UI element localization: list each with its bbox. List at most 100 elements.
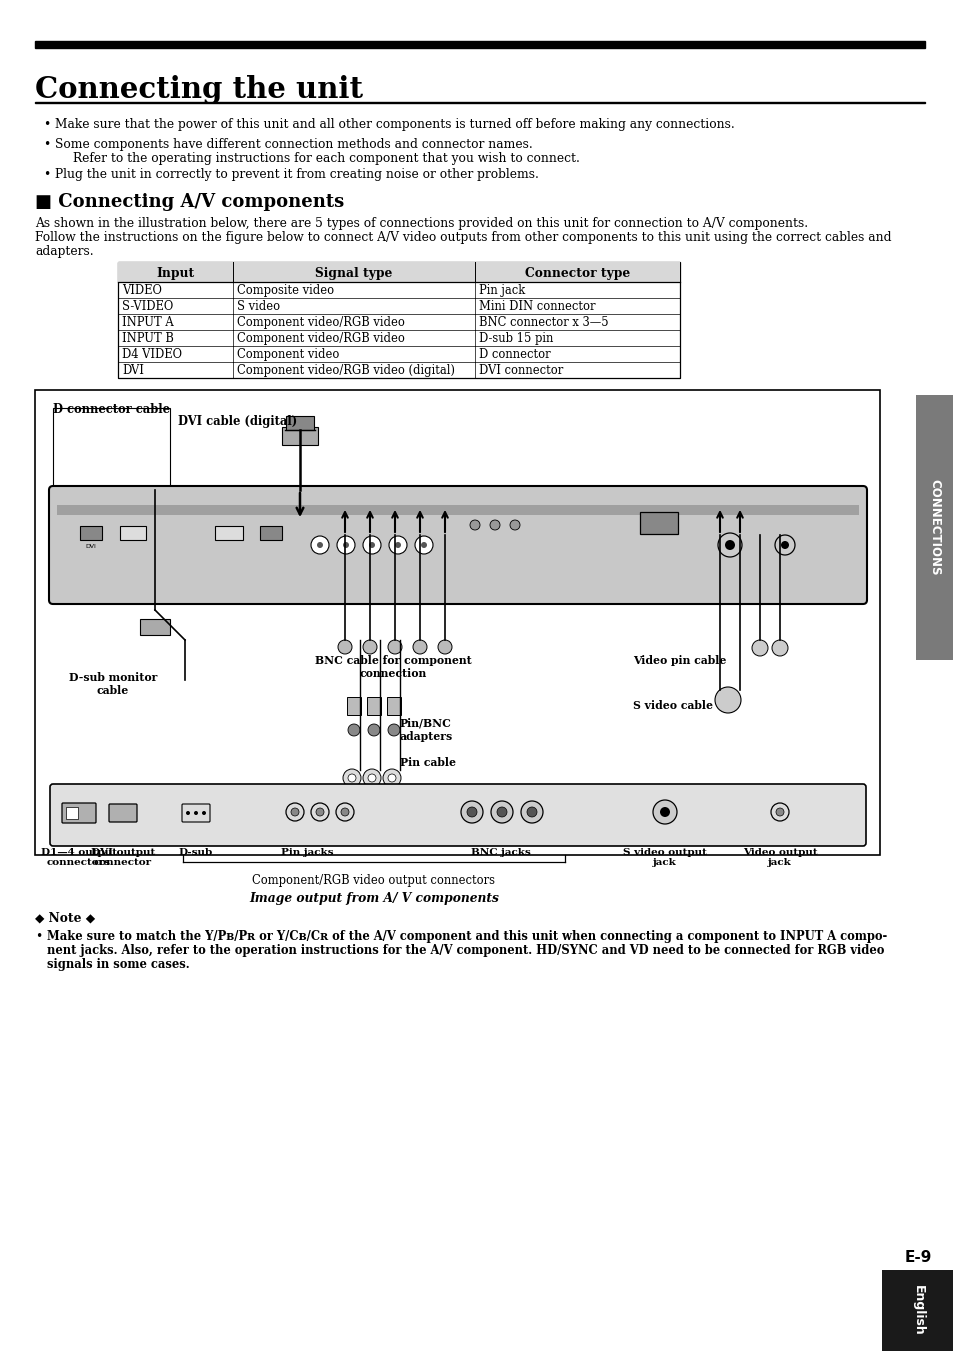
Bar (80, 526, 102, 540)
Text: Connector type: Connector type (524, 266, 630, 280)
Circle shape (714, 688, 740, 713)
Text: Video pin cable: Video pin cable (633, 655, 725, 666)
Text: DVI: DVI (122, 363, 144, 377)
Text: Component video/RGB video: Component video/RGB video (236, 332, 404, 345)
Bar (57, 505, 858, 515)
Text: D-sub monitor
cable: D-sub monitor cable (69, 671, 157, 696)
Text: Component/RGB video output connectors: Component/RGB video output connectors (253, 874, 495, 888)
Bar (66, 807, 78, 819)
Text: signals in some cases.: signals in some cases. (47, 958, 190, 971)
Circle shape (413, 640, 427, 654)
Circle shape (382, 769, 400, 788)
Circle shape (652, 800, 677, 824)
Text: DVI output
connector: DVI output connector (91, 848, 155, 867)
Text: Pin/BNC
adapters: Pin/BNC adapters (399, 717, 453, 742)
Circle shape (389, 536, 407, 554)
Bar (882, 1270, 953, 1351)
Text: ■ Connecting A/V components: ■ Connecting A/V components (35, 193, 344, 211)
Text: CONNECTIONS: CONNECTIONS (927, 480, 941, 576)
Bar (35, 390, 879, 855)
Bar (387, 697, 400, 715)
Text: Make sure that the power of this unit and all other components is turned off bef: Make sure that the power of this unit an… (55, 118, 734, 131)
Circle shape (286, 802, 304, 821)
Text: Mini DIN connector: Mini DIN connector (478, 300, 595, 313)
Circle shape (774, 535, 794, 555)
Text: •: • (43, 168, 51, 181)
Circle shape (659, 807, 669, 817)
Text: Pin jack: Pin jack (478, 284, 525, 297)
Circle shape (340, 808, 349, 816)
Bar (915, 394, 953, 661)
Circle shape (368, 724, 379, 736)
Circle shape (520, 801, 542, 823)
Text: •: • (35, 929, 42, 943)
FancyBboxPatch shape (49, 486, 866, 604)
Circle shape (526, 807, 537, 817)
Circle shape (348, 724, 359, 736)
Text: DVI connector: DVI connector (478, 363, 562, 377)
Circle shape (388, 640, 401, 654)
Text: Video output
jack: Video output jack (741, 848, 817, 867)
Circle shape (337, 640, 352, 654)
Bar (140, 619, 170, 635)
Text: S video cable: S video cable (633, 700, 712, 711)
Circle shape (781, 540, 788, 549)
Circle shape (363, 640, 376, 654)
Text: D-sub: D-sub (178, 848, 213, 857)
Circle shape (437, 640, 452, 654)
Circle shape (395, 542, 400, 549)
Text: Input: Input (156, 266, 194, 280)
Circle shape (311, 536, 329, 554)
Text: S video: S video (236, 300, 280, 313)
Text: nent jacks. Also, refer to the operation instructions for the A/V component. HD/: nent jacks. Also, refer to the operation… (47, 944, 883, 957)
Text: Follow the instructions on the figure below to connect A/V video outputs from ot: Follow the instructions on the figure be… (35, 231, 890, 245)
Text: Image output from A/ V components: Image output from A/ V components (249, 892, 498, 905)
Text: English: English (910, 1285, 923, 1336)
Text: BNC jacks: BNC jacks (471, 848, 530, 857)
Text: D4 VIDEO: D4 VIDEO (122, 349, 182, 361)
Text: Signal type: Signal type (315, 266, 393, 280)
FancyBboxPatch shape (50, 784, 865, 846)
Circle shape (388, 774, 395, 782)
FancyBboxPatch shape (62, 802, 96, 823)
Text: S video output
jack: S video output jack (622, 848, 706, 867)
Text: Connecting the unit: Connecting the unit (35, 76, 363, 104)
Circle shape (363, 769, 380, 788)
Text: Refer to the operating instructions for each component that you wish to connect.: Refer to the operating instructions for … (73, 153, 579, 165)
Text: D1—4 output
connectors: D1—4 output connectors (41, 848, 117, 867)
Circle shape (771, 640, 787, 657)
Bar (120, 526, 146, 540)
Bar (347, 697, 360, 715)
Circle shape (363, 536, 380, 554)
Circle shape (775, 808, 783, 816)
Circle shape (202, 811, 206, 815)
Bar (214, 526, 243, 540)
Circle shape (186, 811, 190, 815)
Circle shape (718, 534, 741, 557)
Text: Some components have different connection methods and connector names.: Some components have different connectio… (55, 138, 532, 151)
Circle shape (335, 802, 354, 821)
Bar (53, 408, 170, 590)
Circle shape (316, 542, 323, 549)
Text: Composite video: Composite video (236, 284, 334, 297)
Circle shape (369, 542, 375, 549)
Text: Pin cable: Pin cable (399, 757, 456, 767)
Circle shape (315, 808, 324, 816)
Text: D connector: D connector (478, 349, 550, 361)
Bar (639, 512, 678, 534)
Text: adapters.: adapters. (35, 245, 93, 258)
Text: E-9: E-9 (903, 1250, 931, 1265)
Circle shape (388, 724, 399, 736)
Text: BNC connector x 3—5: BNC connector x 3—5 (478, 316, 608, 330)
Text: Make sure to match the Y/Pʙ/Pʀ or Y/Cʙ/Cʀ of the A/V component and this unit whe: Make sure to match the Y/Pʙ/Pʀ or Y/Cʙ/C… (47, 929, 886, 943)
Circle shape (311, 802, 329, 821)
Text: D connector cable: D connector cable (53, 403, 170, 416)
Circle shape (343, 769, 360, 788)
Text: •: • (43, 118, 51, 131)
Bar (367, 697, 380, 715)
Circle shape (724, 540, 734, 550)
Circle shape (470, 520, 479, 530)
FancyBboxPatch shape (182, 804, 210, 821)
Circle shape (368, 774, 375, 782)
Text: D-sub 15 pin: D-sub 15 pin (478, 332, 553, 345)
